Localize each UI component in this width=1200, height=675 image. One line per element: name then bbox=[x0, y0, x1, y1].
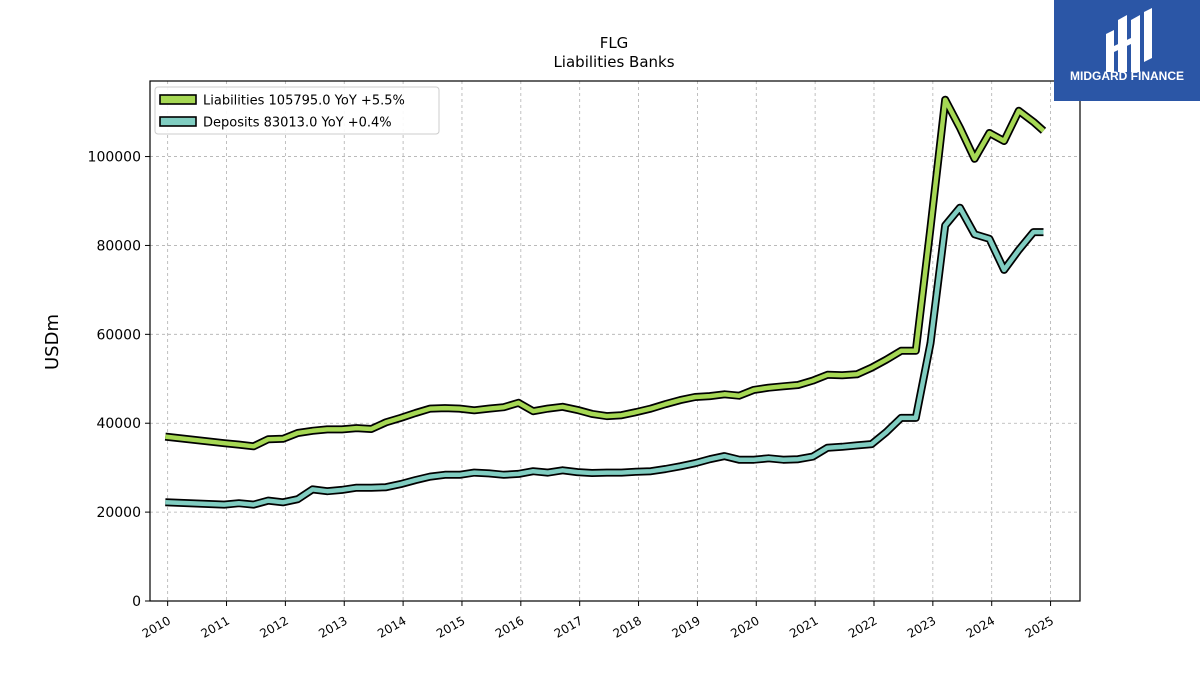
x-tick-label: 2011 bbox=[199, 613, 232, 640]
brand-logo: MIDGARD FINANCE bbox=[1054, 0, 1200, 101]
x-tick-label: 2013 bbox=[316, 613, 349, 640]
x-tick-label: 2012 bbox=[257, 613, 290, 640]
y-tick-label: 100000 bbox=[88, 150, 141, 166]
y-axis: 0 20000 40000 60000 80000 100000 bbox=[88, 150, 150, 610]
series-line-outline-deposits bbox=[165, 203, 1044, 509]
x-tick-label: 2018 bbox=[611, 613, 644, 640]
x-tick-label: 2019 bbox=[669, 613, 702, 640]
y-axis-label: USDm bbox=[42, 314, 63, 370]
series-line-liabilities bbox=[165, 97, 1045, 449]
y-tick-label: 20000 bbox=[96, 505, 141, 521]
x-tick-label: 2021 bbox=[787, 613, 820, 640]
legend: Liabilities 105795.0 YoY +5.5% Deposits … bbox=[154, 86, 440, 135]
y-tick-label: 0 bbox=[132, 594, 141, 610]
series-layer bbox=[164, 95, 1047, 509]
y-tick-label: 40000 bbox=[96, 416, 141, 432]
y-tick-label: 80000 bbox=[96, 238, 141, 254]
x-tick-label: 2020 bbox=[728, 613, 761, 640]
series-line-deposits bbox=[165, 205, 1044, 507]
logo-mark-icon bbox=[1106, 8, 1152, 72]
chart-subtitle: Liabilities Banks bbox=[553, 53, 674, 71]
plot-area-frame bbox=[149, 80, 1081, 602]
legend-entry-liabilities: Liabilities 105795.0 YoY +5.5% bbox=[203, 94, 405, 109]
logo-text: MIDGARD FINANCE bbox=[1070, 69, 1184, 83]
chart-title: FLG bbox=[600, 34, 629, 52]
x-tick-label: 2010 bbox=[140, 613, 173, 640]
legend-entry-deposits: Deposits 83013.0 YoY +0.4% bbox=[203, 116, 392, 131]
legend-box bbox=[154, 86, 440, 135]
x-tick-label: 2024 bbox=[964, 613, 997, 640]
x-tick-label: 2016 bbox=[493, 613, 526, 640]
x-tick-label: 2025 bbox=[1023, 613, 1056, 640]
x-tick-label: 2022 bbox=[846, 613, 879, 640]
legend-swatch-deposits bbox=[159, 116, 197, 127]
x-tick-label: 2015 bbox=[434, 613, 467, 640]
legend-swatch-liabilities bbox=[159, 94, 197, 105]
x-axis: 2010 2011 2012 2013 2014 2015 2016 2017 2018 2019… bbox=[140, 601, 1056, 641]
y-tick-label: 60000 bbox=[96, 327, 141, 343]
x-tick-label: 2017 bbox=[552, 613, 585, 640]
x-tick-label: 2014 bbox=[375, 613, 408, 640]
series-line-outline-liabilities bbox=[164, 95, 1047, 451]
x-tick-label: 2023 bbox=[905, 613, 938, 640]
